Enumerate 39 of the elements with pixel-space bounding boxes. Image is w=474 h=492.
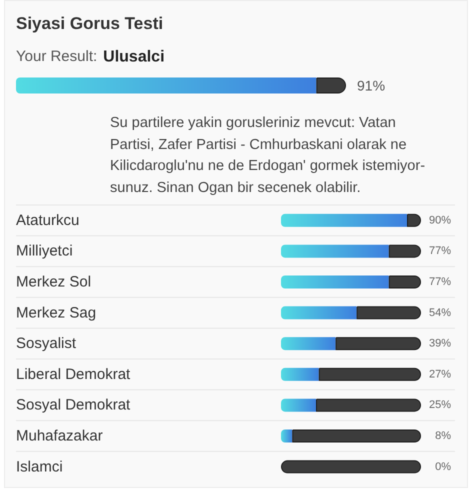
data-label: 27% xyxy=(428,368,452,380)
data-label: 8% xyxy=(435,430,452,442)
data-label: 77% xyxy=(428,276,452,288)
bar xyxy=(336,337,421,350)
data-label: 91% xyxy=(357,78,386,94)
text: Your Result: xyxy=(16,48,98,65)
y-tick-label: Ulusalci xyxy=(103,48,165,66)
bar xyxy=(281,460,421,474)
bar xyxy=(281,244,389,258)
bar xyxy=(281,337,336,350)
data-label: 39% xyxy=(428,338,452,350)
bar xyxy=(388,276,421,288)
y-tick-label: Muhafazakar xyxy=(16,428,103,444)
y-tick-label: Islamci xyxy=(16,458,63,476)
data-label: 77% xyxy=(428,245,452,258)
bar xyxy=(281,306,357,320)
bar xyxy=(292,430,421,442)
chart-title: Siyasi Gorus Testi xyxy=(16,14,164,33)
y-tick-label: Merkez Sag xyxy=(16,304,96,322)
bar xyxy=(281,214,407,227)
bar xyxy=(356,306,421,320)
y-tick-label: Ataturkcu xyxy=(16,212,80,229)
y-tick-label: Sosyal Demokrat xyxy=(16,396,132,414)
bar xyxy=(281,430,292,442)
bar xyxy=(318,368,421,381)
text: Su partilere yakin gorusleriniz mevcut: Vatan Partisi, Zafer Partisi - Cmhurbaskani olarak ne Kilicdaroglu'nu ne de Erdogan' gormek istemiyor-sunuz. Sinan Ogan bir secenek olabilir. xyxy=(110,114,426,198)
bar xyxy=(281,276,389,288)
bar xyxy=(316,398,421,412)
data-label: 90% xyxy=(428,214,452,226)
bar xyxy=(281,398,316,412)
y-tick-label: Sosyalist xyxy=(16,335,77,352)
data-label: 0% xyxy=(435,460,452,473)
data-label: 54% xyxy=(428,306,452,319)
y-tick-label: Liberal Demokrat xyxy=(16,366,132,383)
data-label: 25% xyxy=(428,399,452,412)
y-tick-label: Milliyetci xyxy=(16,242,73,260)
bar xyxy=(388,244,421,258)
bar xyxy=(281,368,319,381)
y-tick-label: Merkez Sol xyxy=(16,274,92,290)
